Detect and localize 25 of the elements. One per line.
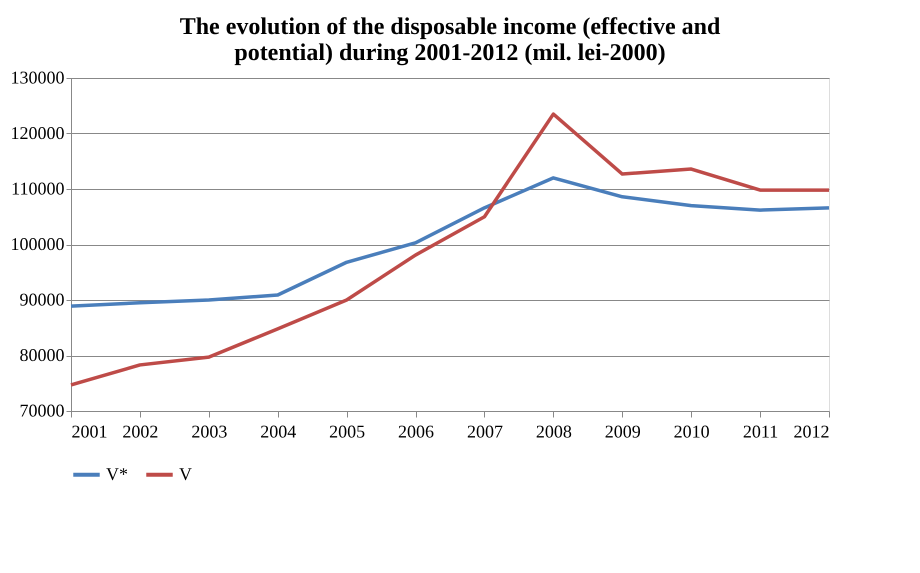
y-tick-label: 110000 (11, 178, 64, 198)
y-tick-label: 100000 (10, 234, 64, 254)
y-tick-label: 70000 (20, 400, 64, 420)
x-tick-label: 2001 (72, 422, 108, 442)
x-tick-label: 2008 (536, 422, 572, 442)
x-tick-label: 2005 (329, 422, 366, 442)
line-series (69, 176, 831, 308)
x-tick-label: 2012 (794, 422, 830, 442)
y-tick-label: 90000 (20, 290, 64, 310)
y-tick-label: 120000 (10, 123, 64, 143)
text: The evolution of the disposable income (effective and (180, 14, 720, 40)
x-tick-label: 2010 (674, 422, 710, 442)
x-tick-label: 2002 (122, 422, 158, 442)
legend-label: V (179, 464, 192, 484)
x-tick-label: 2006 (398, 422, 434, 442)
text: potential) during 2001-2012 (mil. lei-2000) (234, 40, 666, 66)
x-tick-label: 2011 (742, 422, 778, 442)
y-tick-label: 80000 (20, 345, 64, 365)
x-tick-label: 2004 (260, 422, 296, 442)
y-tick-label: 130000 (10, 68, 64, 88)
x-tick-label: 2009 (604, 422, 641, 442)
x-tick-label: 2007 (466, 422, 503, 442)
line-series (69, 112, 831, 387)
x-tick-label: 2003 (191, 422, 228, 442)
legend-label: V* (106, 464, 128, 484)
